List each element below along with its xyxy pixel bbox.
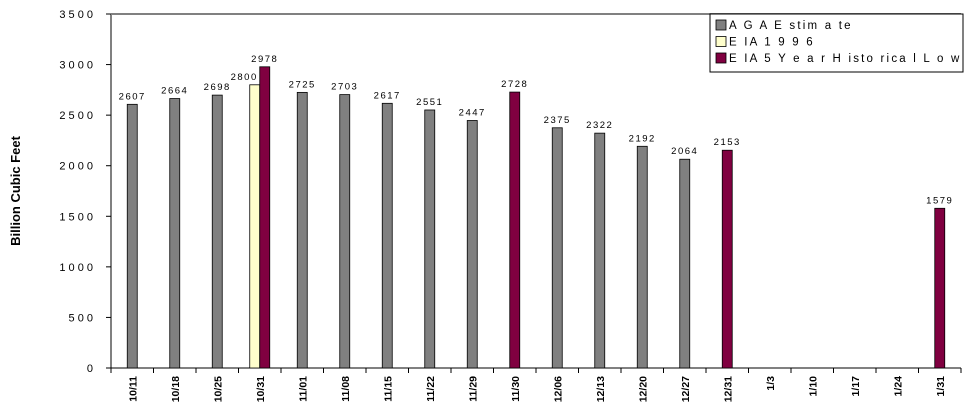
- x-tick-label: 12/06: [552, 376, 564, 402]
- data-label: 2322: [586, 120, 613, 131]
- data-label: 2064: [671, 146, 698, 157]
- legend-swatch: [715, 36, 727, 47]
- x-tick-label: 11/29: [467, 376, 479, 402]
- y-tick-label: 0: [87, 363, 93, 375]
- data-label: 2607: [119, 91, 146, 102]
- data-label: 2192: [629, 133, 656, 144]
- bar: [296, 91, 308, 369]
- y-ticks: 0 5 0 0 1 0 0 0 1 5 0 0 2 0 0 0 2 5 0 0 3 0 0 …: [59, 9, 111, 375]
- x-tick-label: 11/22: [425, 376, 437, 402]
- x-tick-label: 1/3: [765, 376, 777, 391]
- bar: [126, 103, 138, 369]
- legend-label: E IA 1 9 9 6: [729, 37, 815, 49]
- x-tick-label: 1/24: [892, 376, 904, 397]
- data-label: 2617: [374, 90, 401, 101]
- x-tick-label: 10/11: [127, 376, 139, 402]
- bar: [169, 98, 181, 369]
- bar: [934, 207, 946, 369]
- bar: [636, 145, 648, 369]
- bar: [679, 158, 691, 369]
- data-label: 2153: [714, 137, 741, 148]
- y-tick-label: 2 5 0 0: [59, 110, 93, 122]
- x-tick-label: 10/31: [255, 376, 267, 402]
- bar: [249, 84, 261, 369]
- y-tick-label: 5 0 0: [69, 312, 93, 324]
- bar: [551, 127, 563, 369]
- x-tick-label: 11/15: [382, 376, 394, 402]
- x-tick-label: 1/17: [850, 376, 862, 397]
- bar: [381, 102, 393, 369]
- data-label: 2551: [416, 97, 443, 108]
- y-tick-label: 3 5 0 0: [59, 9, 93, 21]
- x-tick-label: 1/10: [807, 376, 819, 397]
- data-label: 2664: [161, 86, 188, 97]
- x-tick-label: 11/30: [510, 376, 522, 402]
- bar: [259, 66, 271, 369]
- data-label: 2447: [459, 108, 486, 119]
- y-tick-label: 1 0 0 0: [59, 262, 93, 274]
- y-axis-title-group: Billion Cubic Feet: [8, 135, 23, 245]
- x-tick-label: 12/20: [637, 376, 649, 402]
- x-tick-label: 12/27: [680, 376, 692, 402]
- y-tick-label: 3 0 0 0: [59, 60, 93, 72]
- bars: [126, 66, 946, 369]
- data-label: 2375: [544, 115, 571, 126]
- x-tick-label: 10/18: [170, 376, 182, 402]
- x-tick-label: 12/13: [595, 376, 607, 402]
- legend-swatch: [715, 52, 727, 64]
- bar: [339, 94, 351, 369]
- bar: [466, 120, 478, 369]
- y-tick-label: 2 0 0 0: [59, 161, 93, 173]
- legend-label: A G A E stim a te: [729, 20, 853, 32]
- x-tick-label: 10/25: [212, 376, 224, 402]
- data-label: 2800: [231, 72, 258, 83]
- x-tick-label: 11/01: [297, 376, 309, 402]
- legend-label: E IA 5 Y e a r H isto rica l L o w 1 9 9…: [729, 53, 965, 65]
- x-tick-label: 12/31: [722, 376, 734, 402]
- x-tick-labels: 10/11 10/18 10/25 10/31 11/01 11/08 11/15 11/22…: [127, 376, 947, 402]
- data-label: 1579: [926, 195, 953, 206]
- bar: [509, 91, 521, 369]
- x-tick-label: 1/31: [935, 376, 947, 397]
- data-label: 2725: [289, 79, 316, 90]
- bar: [594, 132, 606, 369]
- data-label: 2978: [251, 54, 278, 65]
- legend: A G A E stim a te E IA 1 9 9 6 E IA 5 Y e …: [709, 13, 965, 73]
- bar: [721, 149, 733, 369]
- y-axis-title: Billion Cubic Feet: [8, 135, 23, 245]
- data-label: 2703: [331, 82, 358, 93]
- legend-box: [709, 13, 964, 73]
- data-label: 2698: [204, 82, 231, 93]
- x-tick-label: 11/08: [340, 376, 352, 402]
- legend-swatch: [715, 19, 727, 31]
- bar: [211, 94, 223, 369]
- data-label: 2728: [501, 79, 528, 90]
- bar: [424, 109, 436, 369]
- y-tick-label: 1 5 0 0: [59, 211, 93, 223]
